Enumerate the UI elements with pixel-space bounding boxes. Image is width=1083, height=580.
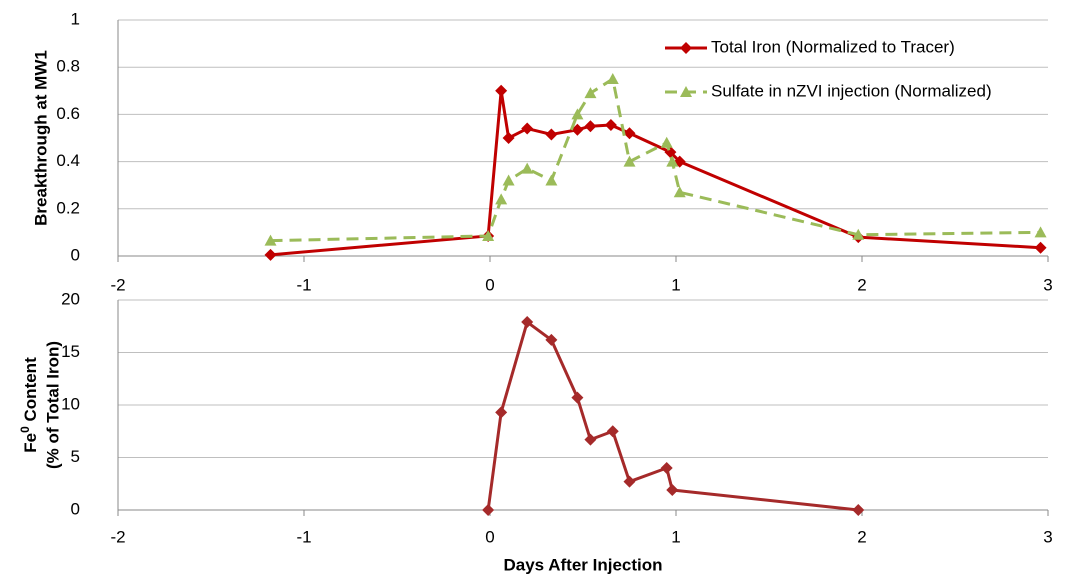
y-tick-label: 0.8 [56, 57, 80, 76]
data-point [584, 87, 597, 99]
data-point [606, 73, 619, 84]
y-tick-label: 0.2 [56, 198, 80, 217]
legend-marker [680, 86, 692, 97]
data-point [482, 504, 495, 516]
x-tick-label: -1 [296, 275, 311, 294]
y-axis-label: Fe0 Content [18, 357, 40, 453]
x-tick-label: 1 [671, 275, 680, 294]
data-point [545, 333, 558, 346]
data-point [571, 391, 584, 404]
data-point [852, 228, 865, 240]
data-point [666, 155, 679, 167]
x-tick-label: 0 [485, 527, 494, 546]
y-tick-label: 0 [71, 245, 80, 264]
data-point [521, 162, 534, 174]
legend-marker [680, 42, 692, 54]
label-part: Fe [21, 433, 40, 453]
label-part: Content [21, 357, 40, 426]
y-tick-label: 0.4 [56, 151, 80, 170]
data-point [606, 425, 619, 438]
data-point [545, 128, 558, 141]
data-point [264, 248, 277, 261]
data-point [571, 108, 584, 120]
x-tick-label: -2 [110, 275, 125, 294]
data-point [584, 433, 597, 446]
y-axis-label: Breakthrough at MW1 [31, 50, 50, 226]
data-point [482, 229, 495, 241]
series-line [270, 77, 1041, 243]
data-point [623, 475, 636, 488]
y-tick-label: 0 [71, 499, 80, 518]
label-sup: 0 [18, 426, 32, 433]
data-point [584, 120, 597, 133]
data-point [502, 174, 515, 186]
data-point [1034, 226, 1047, 238]
x-tick-label: 2 [857, 527, 866, 546]
data-point [604, 119, 617, 132]
data-point [521, 122, 534, 135]
data-point [571, 123, 584, 136]
data-point [666, 484, 679, 497]
x-tick-label: 3 [1043, 275, 1052, 294]
data-point [545, 174, 558, 186]
y-tick-label: 10 [61, 394, 80, 413]
series-line [270, 89, 1041, 257]
y-tick-label: 15 [61, 342, 80, 361]
data-point [495, 84, 508, 97]
y-tick-label: 5 [71, 447, 80, 466]
y-tick-label: 0.6 [56, 104, 80, 123]
x-axis-label: Days After Injection [503, 555, 662, 574]
y-tick-label: 1 [71, 9, 80, 28]
data-point [660, 136, 673, 148]
series-line [486, 320, 859, 512]
data-point [495, 406, 508, 419]
x-tick-label: 3 [1043, 527, 1052, 546]
data-point [264, 234, 277, 246]
y-axis-label: (% of Total Iron) [43, 341, 62, 469]
data-point [1034, 241, 1047, 254]
data-point [660, 462, 673, 474]
y-tick-label: 20 [61, 289, 80, 308]
data-point [521, 316, 534, 329]
data-point [495, 193, 508, 205]
data-point [852, 504, 865, 516]
x-tick-label: 2 [857, 275, 866, 294]
data-point [623, 155, 636, 167]
x-tick-label: 1 [671, 527, 680, 546]
data-point [673, 186, 686, 198]
x-tick-label: -2 [110, 527, 125, 546]
data-point [502, 132, 515, 144]
x-tick-label: 0 [485, 275, 494, 294]
legend-label: Total Iron (Normalized to Tracer) [711, 37, 955, 56]
x-tick-label: -1 [296, 527, 311, 546]
legend-label: Sulfate in nZVI injection (Normalized) [711, 81, 992, 100]
data-point [623, 127, 636, 140]
